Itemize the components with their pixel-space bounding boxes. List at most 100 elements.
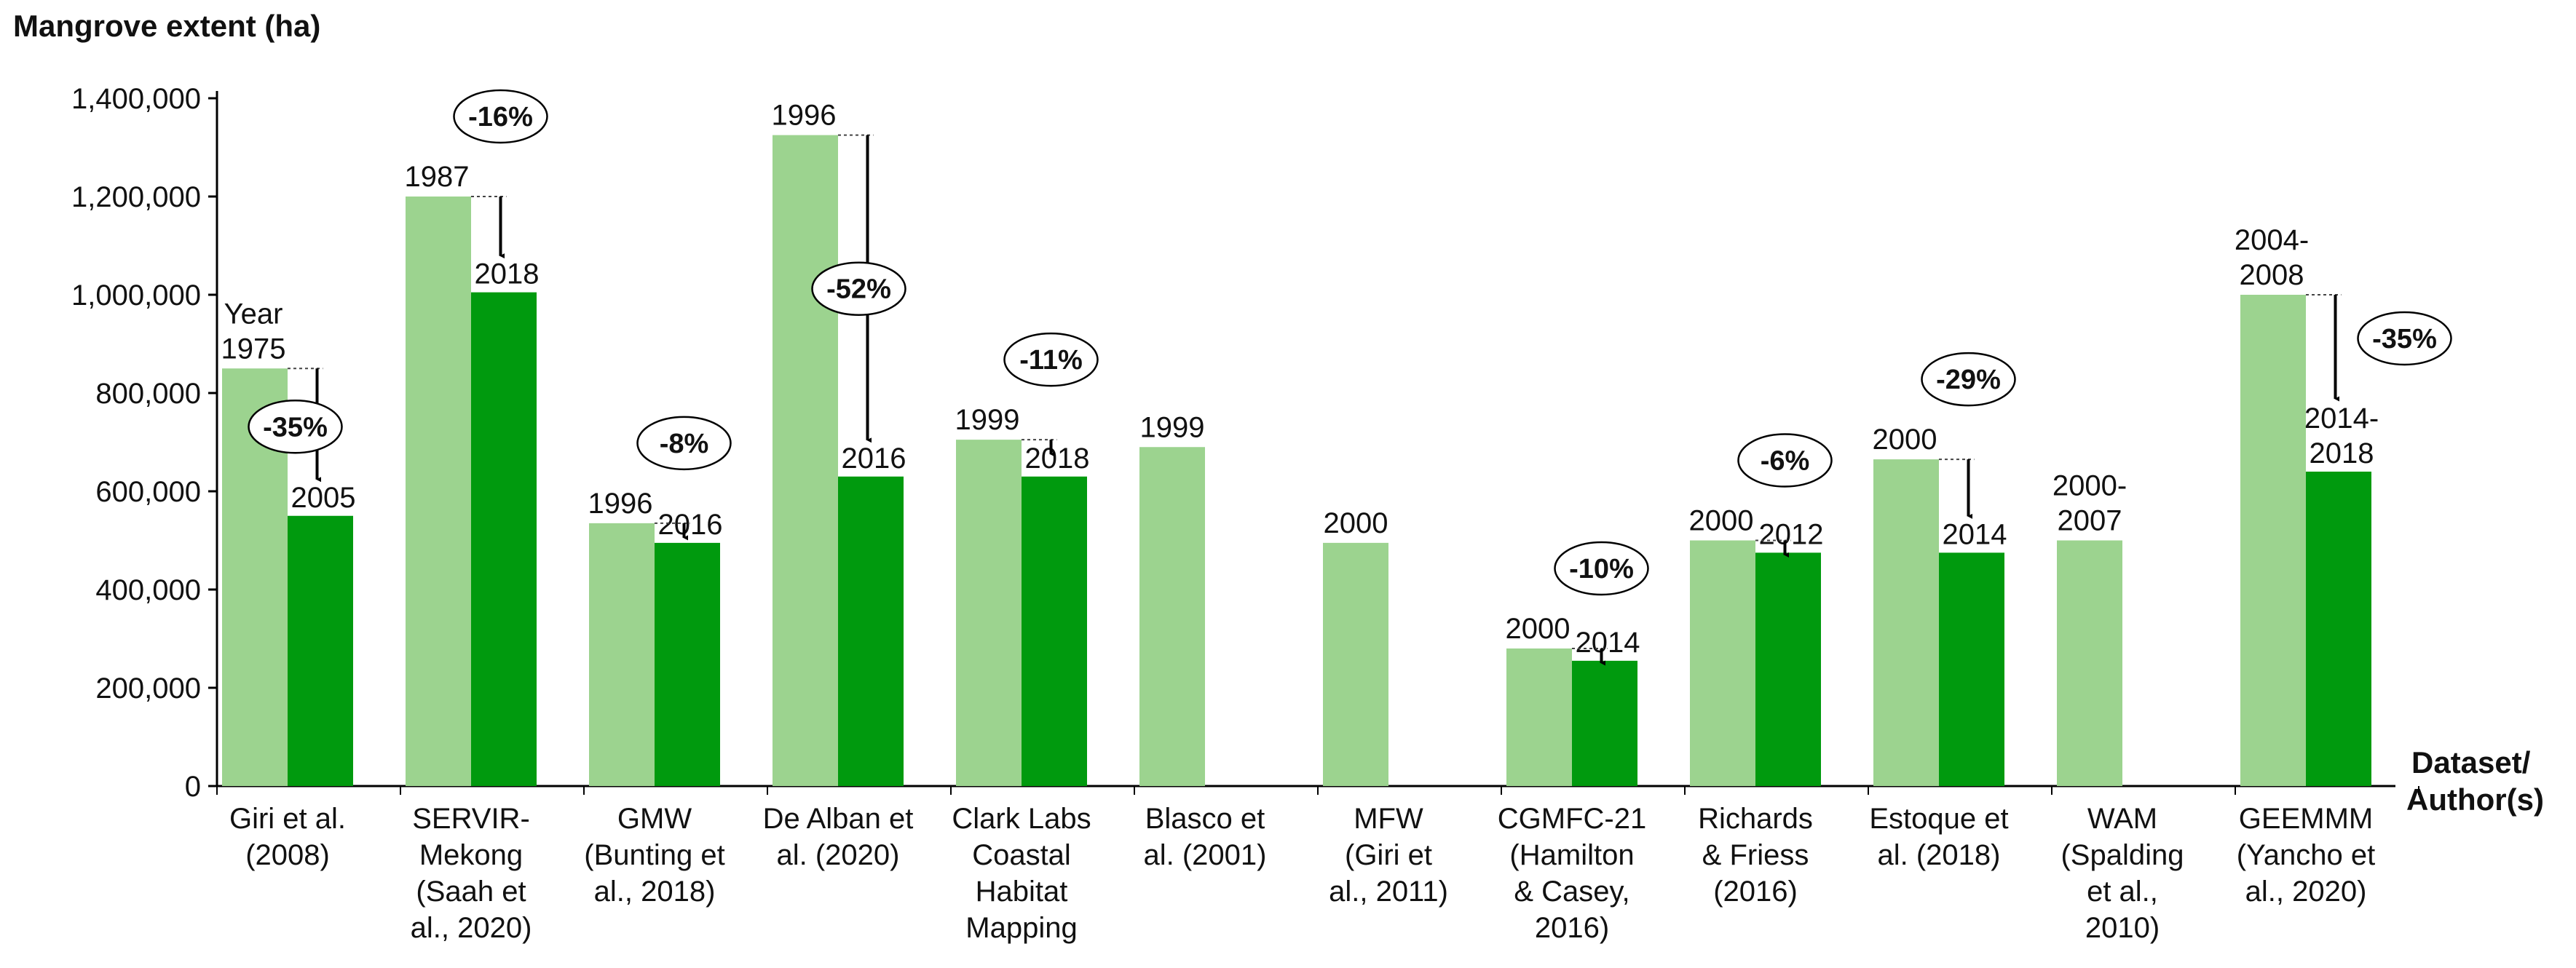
category-label: Richards	[1698, 803, 1813, 835]
bar-later	[655, 542, 720, 786]
bar-later	[838, 476, 904, 786]
percent-change-label: -6%	[1761, 446, 1810, 477]
category-label: Habitat	[976, 876, 1068, 908]
year-label-earlier: 2000-	[2052, 470, 2127, 502]
year-label-earlier: 2000	[1873, 424, 1937, 456]
x-axis-label-line-1: Dataset/	[2411, 745, 2531, 779]
percent-change-bubble	[1003, 332, 1099, 387]
year-label-earlier: Year	[224, 298, 283, 330]
category-label: De Alban et	[763, 803, 914, 835]
bar-earlier	[956, 440, 1022, 786]
category-label: (Spalding	[2061, 839, 2184, 871]
year-label-later: 2016	[658, 509, 723, 541]
category-label: GEEMMM	[2239, 803, 2373, 835]
year-label-earlier: 1999	[955, 404, 1020, 436]
category-label: (Hamilton	[1509, 839, 1634, 871]
category-label: MFW	[1354, 803, 1423, 835]
category-label: SERVIR-	[412, 803, 530, 835]
bar-earlier	[1139, 447, 1205, 786]
category-label: GMW	[617, 803, 692, 835]
percent-change-label: -52%	[826, 274, 891, 305]
y-tick-label: 1,000,000	[71, 279, 201, 312]
percent-change-bubble	[811, 261, 906, 316]
year-label-earlier: 1975	[221, 333, 286, 365]
y-tick-label: 800,000	[95, 378, 201, 410]
year-label-later: 2005	[291, 482, 356, 514]
percent-change-bubble	[636, 416, 732, 471]
bar-earlier	[406, 197, 471, 786]
bar-later	[471, 292, 537, 786]
y-axis-label: Mangrove extent (ha)	[13, 9, 320, 43]
percent-change-label: -35%	[2372, 324, 2437, 354]
year-label-earlier: 2000	[1324, 507, 1388, 539]
category-label: (Yancho et	[2237, 839, 2376, 871]
x-axis-label-line-2: Author(s)	[2406, 782, 2544, 817]
category-label: al., 2011)	[1329, 876, 1448, 908]
y-tick-label: 600,000	[95, 476, 201, 508]
year-label-earlier: 1996	[588, 488, 653, 520]
bar-earlier	[2240, 295, 2306, 786]
category-label: al., 2018)	[594, 876, 716, 908]
bar-later	[1939, 552, 2004, 786]
y-tick-label: 0	[185, 771, 201, 803]
bar-earlier	[1323, 542, 1388, 786]
percent-change-bubble	[1921, 352, 2016, 407]
category-label: al., 2020)	[2245, 876, 2367, 908]
category-label: (Saah et	[416, 876, 526, 908]
y-tick-label: 400,000	[95, 574, 201, 606]
category-label: Estoque et	[1869, 803, 2008, 835]
percent-change-bubble	[2357, 311, 2452, 366]
category-label: 2016)	[1535, 912, 1609, 944]
category-label: WAM	[2087, 803, 2157, 835]
category-label: (2016)	[1713, 876, 1798, 908]
bar-earlier	[589, 523, 655, 786]
category-label: 2010)	[2085, 912, 2160, 944]
category-label: Giri et al.	[229, 803, 346, 835]
category-label: et al.,	[2087, 876, 2158, 908]
category-label: Clark Labs	[952, 803, 1091, 835]
bar-earlier	[773, 135, 838, 786]
percent-change-label: -8%	[660, 429, 709, 459]
bar-earlier	[1690, 540, 1755, 786]
percent-change-bubble	[453, 89, 548, 144]
bar-later	[288, 515, 353, 786]
bar-earlier	[1506, 648, 1572, 786]
bar-later	[1022, 476, 1087, 786]
year-label-later: 2018	[1025, 443, 1090, 475]
bar-later	[1572, 660, 1637, 786]
year-label-earlier: 2007	[2058, 505, 2122, 537]
category-label: (2008)	[245, 839, 330, 871]
percent-change-label: -10%	[1569, 554, 1634, 584]
category-label: Blasco et	[1145, 803, 1265, 835]
category-label: al. (2018)	[1878, 839, 2001, 871]
category-label: Mekong	[419, 839, 523, 871]
year-label-earlier: 1999	[1140, 411, 1205, 443]
category-label: al. (2001)	[1144, 839, 1267, 871]
year-label-earlier: 2000	[1689, 505, 1754, 537]
bar-later	[2306, 472, 2371, 786]
y-tick-label: 200,000	[95, 673, 201, 705]
category-label: & Casey,	[1514, 876, 1629, 908]
bar-earlier	[2057, 540, 2122, 786]
category-label: CGMFC-21	[1498, 803, 1646, 835]
category-label: & Friess	[1702, 839, 1809, 871]
category-label: al. (2020)	[777, 839, 900, 871]
year-label-later: 2016	[842, 443, 906, 475]
year-label-earlier: 1987	[405, 161, 470, 193]
year-label-later: 2014	[1943, 518, 2007, 550]
year-label-later: 2012	[1759, 518, 1824, 550]
y-tick-label: 1,400,000	[71, 83, 201, 115]
y-tick-label: 1,200,000	[71, 181, 201, 213]
year-label-earlier: 2000	[1506, 613, 1571, 645]
year-label-earlier: 1996	[772, 100, 837, 132]
percent-change-bubble	[1737, 433, 1833, 488]
percent-change-label: -35%	[263, 412, 328, 443]
year-label-later: 2014	[1576, 627, 1640, 659]
percent-change-bubble	[248, 400, 343, 454]
category-label: Coastal	[972, 839, 1071, 871]
year-label-later: 2018	[2310, 437, 2374, 469]
category-label: (Bunting et	[584, 839, 724, 871]
category-label: al., 2020)	[411, 912, 532, 944]
percent-change-label: -29%	[1936, 365, 2001, 395]
